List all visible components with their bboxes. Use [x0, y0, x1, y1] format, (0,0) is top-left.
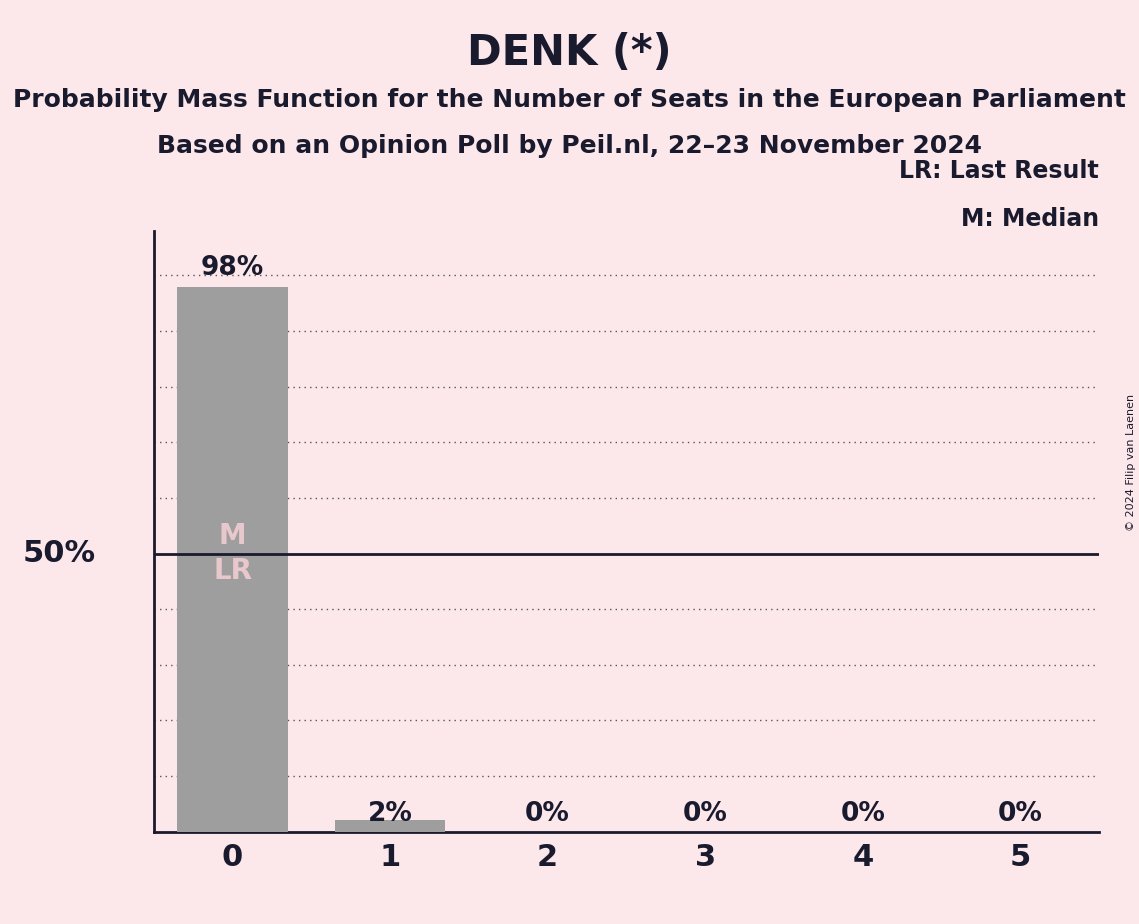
Text: 2%: 2% [368, 801, 412, 827]
Text: DENK (*): DENK (*) [467, 32, 672, 74]
Text: Probability Mass Function for the Number of Seats in the European Parliament: Probability Mass Function for the Number… [13, 88, 1126, 112]
Bar [178, 286, 288, 832]
Text: 0%: 0% [525, 801, 571, 827]
Bar [335, 821, 445, 832]
Text: 0%: 0% [682, 801, 728, 827]
Text: 0%: 0% [998, 801, 1043, 827]
Text: © 2024 Filip van Laenen: © 2024 Filip van Laenen [1126, 394, 1136, 530]
Text: M: Median: M: Median [961, 207, 1099, 231]
Text: M
LR: M LR [213, 522, 252, 585]
Text: 50%: 50% [23, 539, 96, 568]
Text: 98%: 98% [200, 255, 264, 281]
Text: LR: Last Result: LR: Last Result [900, 159, 1099, 183]
Text: 0%: 0% [841, 801, 885, 827]
Text: Based on an Opinion Poll by Peil.nl, 22–23 November 2024: Based on an Opinion Poll by Peil.nl, 22–… [157, 134, 982, 158]
